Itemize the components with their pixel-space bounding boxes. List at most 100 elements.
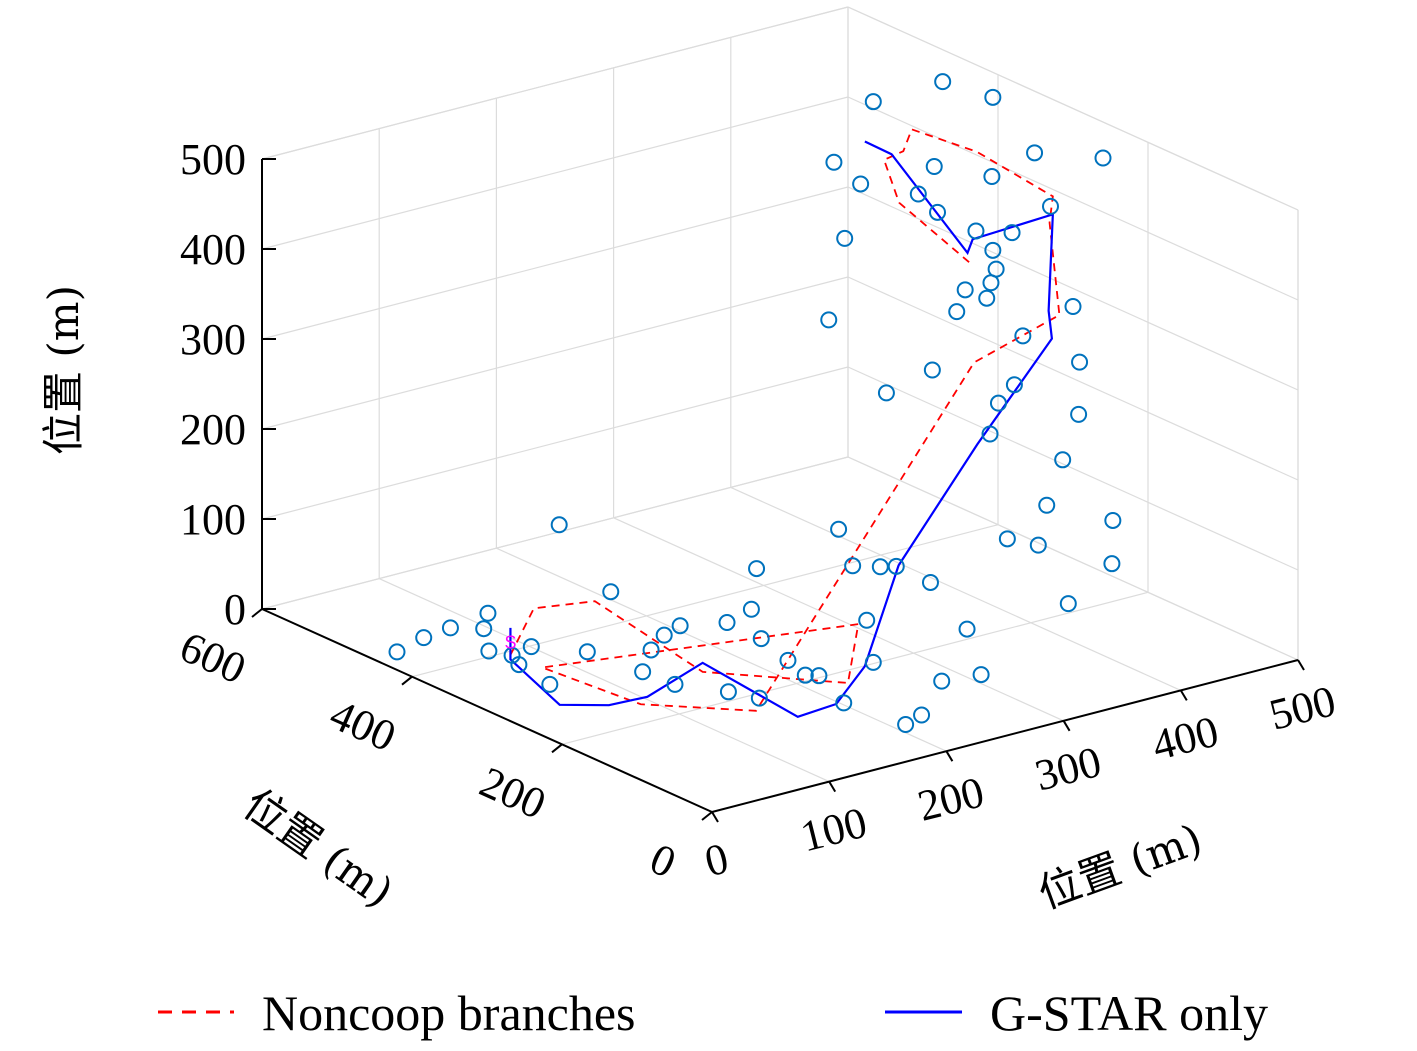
scatter-point — [1070, 405, 1088, 423]
scatter-point — [1029, 536, 1047, 554]
scatter-point — [1064, 298, 1082, 315]
x-tick-label: 0 — [700, 833, 733, 886]
scatter-point — [897, 715, 915, 733]
x-tick-label: 400 — [1147, 707, 1223, 771]
scatter-point — [921, 573, 939, 591]
scatter-point — [1005, 376, 1023, 394]
gstar-line — [509, 140, 1055, 718]
scatter-point — [1003, 224, 1021, 242]
grid-line-floor-y — [561, 591, 1149, 745]
x-tick-label: 500 — [1265, 676, 1341, 740]
grid-line-sidewall-z — [847, 366, 1299, 571]
grid-line-backwall-z — [261, 276, 849, 430]
x-tick — [828, 781, 837, 793]
scatter-point — [752, 630, 770, 648]
grid-line-backwall-z — [261, 456, 849, 610]
scatter-point — [666, 675, 684, 693]
x-tick — [945, 750, 954, 762]
scatter-point — [1059, 595, 1077, 613]
scatter-point — [835, 694, 853, 712]
scatter-point — [830, 520, 848, 538]
y-tick-label: 0 — [643, 834, 683, 888]
grid-line-sidewall-z — [847, 276, 1299, 481]
y-tick-label: 400 — [323, 690, 403, 762]
axis-tick-labels: 0 100 200 300 400 500020040060001002003004005… — [173, 135, 1341, 888]
scatter-point — [1042, 197, 1059, 215]
y-tick — [551, 743, 563, 754]
scatter-point — [655, 626, 673, 644]
z-tick-label: 400 — [180, 225, 246, 274]
scatter-point — [982, 274, 1000, 292]
x-tick — [1179, 689, 1188, 701]
x-tick — [1062, 720, 1071, 732]
scatter-point — [978, 289, 996, 307]
scatter-point — [642, 641, 660, 659]
grid-lines — [261, 6, 1299, 813]
grid-line-floor-x — [378, 578, 830, 783]
scatter-markers: S — [388, 73, 1122, 733]
scatter-point — [810, 667, 828, 685]
y-tick — [401, 675, 413, 686]
scatter-point — [634, 663, 652, 681]
scatter-point — [933, 672, 951, 690]
scatter-point — [480, 642, 498, 660]
scatter-point — [983, 168, 1001, 186]
scatter-point — [913, 706, 931, 724]
scatter-point — [718, 614, 736, 632]
scatter-point — [972, 666, 990, 684]
z-tick-label: 0 — [224, 585, 246, 634]
legend-gstar-label: G-STAR only — [990, 985, 1268, 1041]
scatter-point — [836, 229, 854, 247]
z-tick-label: 500 — [180, 135, 246, 184]
scatter-point — [864, 653, 882, 671]
scatter-point — [1094, 149, 1112, 167]
scatter-point — [1103, 555, 1121, 573]
scatter-point — [796, 666, 814, 684]
box-edge — [261, 6, 849, 160]
scatter-point — [1054, 451, 1072, 469]
scatter-point — [671, 617, 689, 635]
scatter-point — [550, 516, 568, 534]
scatter-point — [929, 203, 947, 221]
x-tick-label: 300 — [1030, 737, 1106, 801]
scatter-point — [748, 560, 766, 578]
scatter-point — [602, 583, 620, 601]
scatter-point — [441, 619, 459, 637]
y-tick-label: 200 — [473, 757, 553, 829]
grid-line-backwall-z — [261, 186, 849, 340]
scatter-point — [578, 643, 596, 661]
trajectory-lines — [509, 128, 1061, 718]
scatter-point — [825, 153, 843, 171]
scatter-point — [475, 620, 493, 638]
x-axis-title: 位置 (m) — [1032, 814, 1208, 918]
scatter-point — [1014, 327, 1032, 345]
x-tick — [711, 811, 719, 823]
scatter-point — [510, 656, 528, 674]
scatter-point — [1038, 496, 1056, 514]
scatter-point — [909, 185, 927, 203]
x-tick-label: 200 — [913, 767, 989, 831]
scatter-point — [1071, 353, 1089, 371]
grid-line-sidewall-z — [847, 456, 1299, 661]
scatter-point — [858, 611, 876, 629]
scatter-point — [887, 557, 905, 575]
y-tick — [251, 608, 263, 618]
z-tick-label: 300 — [180, 315, 246, 364]
scatter-point — [981, 425, 999, 443]
scatter-point — [415, 629, 433, 647]
z-tick-label: 100 — [180, 495, 246, 544]
axes — [251, 158, 1305, 823]
scatter-point — [934, 73, 952, 91]
scatter-point — [925, 158, 943, 176]
scatter-point — [719, 683, 737, 701]
scatter-point — [742, 600, 760, 618]
x-axis-line — [711, 659, 1299, 813]
scatter-point — [967, 222, 985, 240]
scatter-point — [948, 303, 966, 321]
grid-line-floor-x — [613, 517, 1064, 722]
scatter-point — [852, 175, 870, 193]
legend: Noncoop branches G-STAR only — [158, 985, 1268, 1041]
scatter-point — [1026, 144, 1044, 162]
scatter-point — [388, 643, 406, 661]
